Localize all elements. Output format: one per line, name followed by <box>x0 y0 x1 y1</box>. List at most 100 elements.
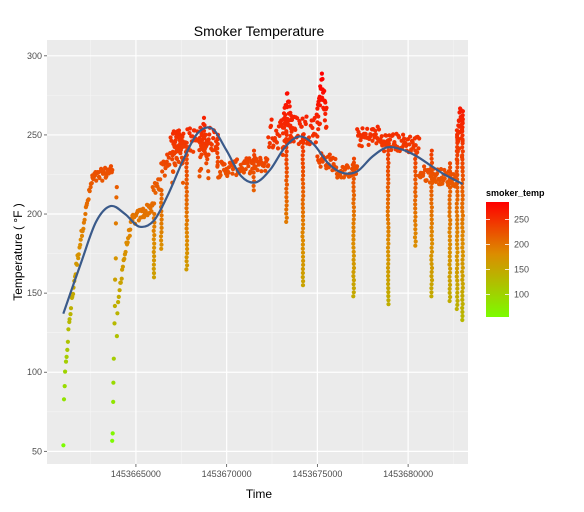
data-point <box>114 185 119 190</box>
data-point <box>300 201 305 207</box>
data-point <box>110 167 115 173</box>
data-point <box>460 117 465 122</box>
data-point <box>351 156 357 161</box>
data-point <box>413 231 418 236</box>
data-point <box>268 123 274 128</box>
data-point <box>252 166 257 171</box>
data-point <box>284 190 289 195</box>
data-point <box>184 206 189 211</box>
data-point <box>386 152 391 157</box>
data-point <box>152 201 157 206</box>
data-point <box>119 276 124 281</box>
data-point <box>455 225 460 231</box>
data-point <box>300 270 305 276</box>
data-point <box>63 369 68 374</box>
data-point <box>459 127 465 132</box>
data-point <box>412 235 418 240</box>
data-point <box>447 254 452 259</box>
data-point <box>128 227 133 232</box>
data-point <box>151 262 156 267</box>
data-point <box>413 198 418 203</box>
data-point <box>421 171 426 176</box>
data-point <box>460 221 465 226</box>
data-point <box>289 117 295 122</box>
data-point <box>275 146 281 151</box>
data-point <box>284 166 289 171</box>
data-point <box>218 173 223 178</box>
data-point <box>151 228 156 233</box>
data-point <box>460 169 465 174</box>
data-point <box>455 185 460 190</box>
data-point <box>62 384 67 389</box>
data-point <box>351 257 356 262</box>
data-point <box>184 193 189 198</box>
data-point <box>447 286 452 291</box>
data-point <box>112 321 117 326</box>
data-point <box>429 249 435 254</box>
data-point <box>267 144 272 150</box>
data-point <box>178 136 183 142</box>
data-point <box>287 104 292 109</box>
data-point <box>127 233 132 238</box>
data-point <box>301 222 306 227</box>
data-point <box>184 144 189 149</box>
y-tick-label: 50 <box>32 446 42 456</box>
data-point <box>255 168 260 173</box>
data-point <box>300 205 305 211</box>
data-point <box>151 275 157 280</box>
data-point <box>386 281 391 287</box>
data-point <box>191 149 196 154</box>
data-point <box>429 229 434 234</box>
data-point <box>413 173 418 178</box>
data-point <box>317 121 322 126</box>
data-point <box>429 290 434 295</box>
data-point <box>178 151 183 156</box>
data-point <box>351 213 356 218</box>
data-point <box>413 218 418 223</box>
data-point <box>386 294 391 299</box>
data-point <box>319 71 324 76</box>
data-point <box>152 233 157 238</box>
data-point <box>184 169 189 174</box>
data-point <box>202 123 207 128</box>
data-point <box>402 136 407 141</box>
data-point <box>180 144 185 149</box>
data-point <box>365 126 370 131</box>
data-point <box>386 253 391 258</box>
data-point <box>346 165 351 170</box>
data-point <box>322 88 327 94</box>
data-point <box>263 168 268 173</box>
data-point <box>455 298 460 303</box>
data-point <box>222 162 227 167</box>
data-point <box>460 241 465 246</box>
data-point <box>199 166 204 172</box>
data-point <box>300 283 306 288</box>
data-point <box>67 317 72 322</box>
data-point <box>184 165 189 170</box>
data-point <box>215 141 220 147</box>
data-point <box>460 281 465 286</box>
data-point <box>108 164 114 169</box>
data-point <box>74 262 80 267</box>
data-point <box>351 180 356 185</box>
data-point <box>184 214 189 219</box>
data-point <box>366 142 371 147</box>
data-point <box>289 129 294 134</box>
data-point <box>429 233 434 238</box>
data-point <box>429 261 434 267</box>
data-point <box>149 209 154 214</box>
data-point <box>114 195 119 200</box>
data-point <box>460 173 465 178</box>
data-point <box>455 131 460 136</box>
data-point <box>159 192 164 197</box>
data-point <box>386 298 391 303</box>
data-point <box>413 206 418 211</box>
data-point <box>460 237 465 242</box>
data-point <box>460 201 465 206</box>
data-point <box>413 202 418 207</box>
data-point <box>413 214 418 219</box>
data-point <box>455 135 460 140</box>
data-point <box>460 165 465 170</box>
data-point <box>351 217 356 222</box>
